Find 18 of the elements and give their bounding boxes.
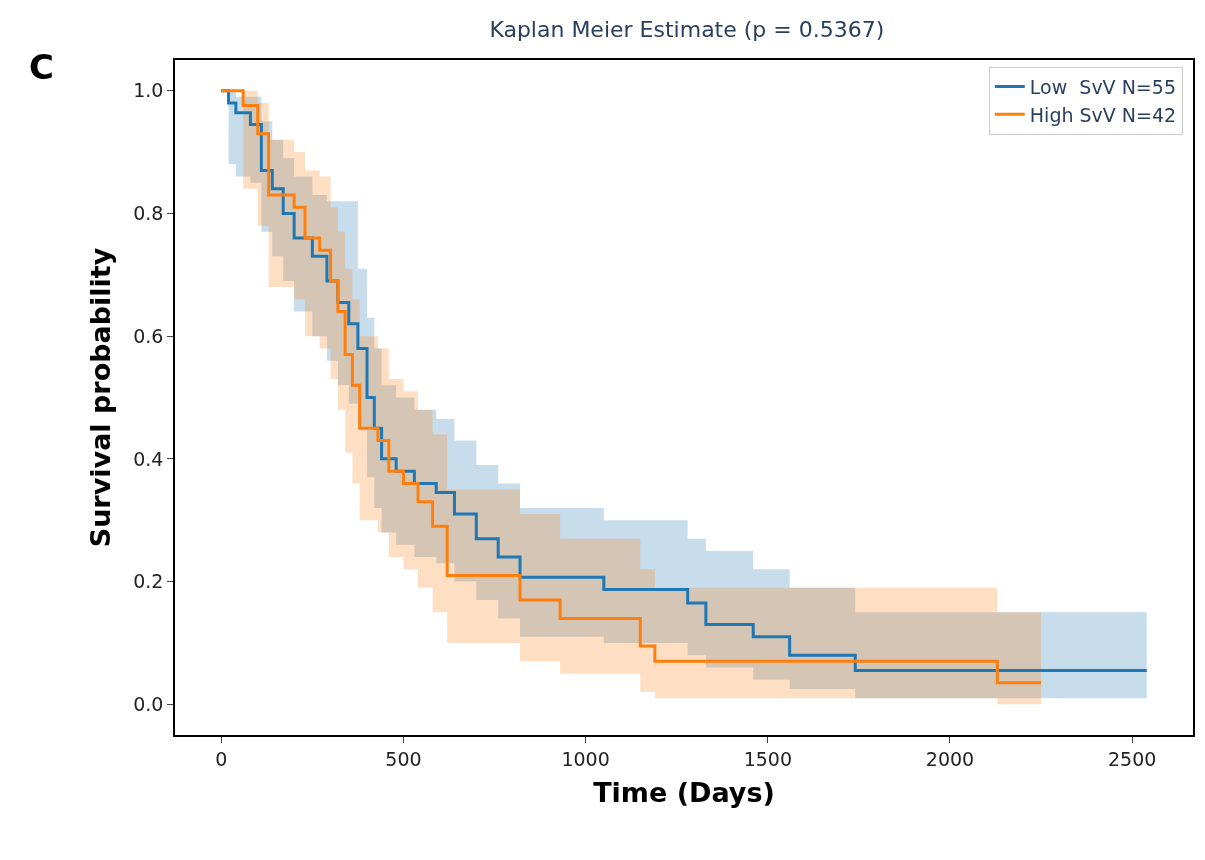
y-tick-label: 0.2 xyxy=(133,570,164,593)
x-tick-label: 1000 xyxy=(561,747,610,770)
chart-title: Kaplan Meier Estimate (p = 0.5367) xyxy=(489,16,885,42)
y-tick-label: 0.4 xyxy=(133,447,164,470)
y-tick-label: 0.6 xyxy=(133,324,164,347)
legend-label: High SvV N=42 xyxy=(1029,103,1177,126)
x-axis-title: Time (Days) xyxy=(593,777,775,809)
y-tick-label: 1.0 xyxy=(133,79,164,102)
y-axis-title: Survival probability xyxy=(84,247,116,548)
text: C xyxy=(29,47,54,87)
x-tick-label: 2500 xyxy=(1107,747,1157,770)
x-tick-label: 1500 xyxy=(743,747,792,770)
y-tick-label: 0.8 xyxy=(133,202,164,225)
x-tick-label: 0 xyxy=(215,747,228,770)
x-tick-label: 500 xyxy=(385,747,422,770)
y-tick-label: 0.0 xyxy=(133,692,164,715)
x-tick-label: 2000 xyxy=(925,747,975,770)
legend-label: Low SvV N=55 xyxy=(1029,76,1176,99)
